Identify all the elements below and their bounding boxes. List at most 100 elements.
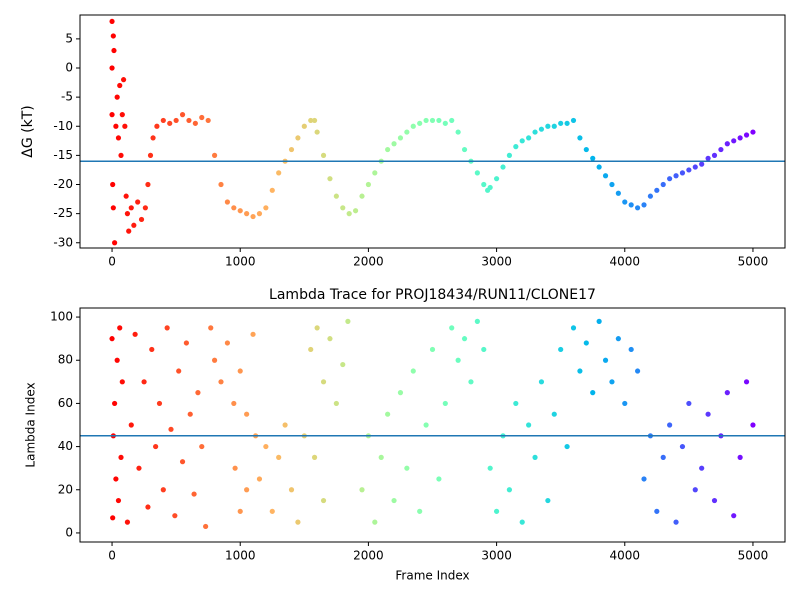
x-tick-label: 4000 <box>609 255 640 269</box>
point <box>385 411 391 417</box>
point <box>365 181 372 188</box>
point <box>113 476 119 482</box>
point <box>123 193 129 199</box>
point <box>558 120 564 126</box>
point <box>340 361 346 368</box>
point <box>417 508 423 514</box>
point <box>487 184 493 191</box>
point <box>750 129 756 135</box>
x-tick-label: 2000 <box>353 549 384 563</box>
point <box>493 508 500 514</box>
point <box>583 340 589 346</box>
point <box>602 173 609 179</box>
x-tick-label: 5000 <box>738 549 769 563</box>
point <box>126 228 132 234</box>
point <box>141 379 147 385</box>
point <box>410 123 416 129</box>
point <box>110 181 116 188</box>
point <box>192 120 198 126</box>
point <box>513 144 519 150</box>
point <box>372 519 378 525</box>
point <box>474 318 480 324</box>
point <box>519 138 525 144</box>
point <box>295 135 301 141</box>
point <box>142 205 148 211</box>
point <box>692 487 698 493</box>
point <box>622 199 628 205</box>
axes-frame <box>79 14 786 249</box>
x-tick-label: 1000 <box>225 255 256 269</box>
point <box>114 94 120 100</box>
y-tick-label: 100 <box>50 310 73 324</box>
y-tick-label: 20 <box>58 482 73 496</box>
point <box>131 222 137 228</box>
chart-title: Lambda Trace for PROJ18434/RUN11/CLONE17 <box>269 287 596 303</box>
point <box>244 487 250 493</box>
point <box>564 120 570 126</box>
point <box>654 508 660 514</box>
point <box>311 117 318 124</box>
point <box>111 47 117 54</box>
point <box>660 454 666 460</box>
point <box>513 400 519 407</box>
point <box>110 515 116 521</box>
point <box>673 519 679 525</box>
point <box>256 211 263 217</box>
point <box>372 170 378 176</box>
point <box>187 411 193 417</box>
point <box>468 379 474 385</box>
point <box>699 161 705 167</box>
point <box>481 346 487 353</box>
point <box>115 135 122 141</box>
point <box>718 146 724 153</box>
point <box>160 487 166 493</box>
point <box>244 411 250 417</box>
point <box>474 170 480 176</box>
point <box>320 379 327 385</box>
point <box>168 426 174 432</box>
point <box>311 454 318 460</box>
point <box>119 379 125 385</box>
point <box>455 129 461 135</box>
axes-frame <box>79 307 786 543</box>
point <box>397 135 404 141</box>
point <box>164 325 170 331</box>
point <box>149 346 155 353</box>
point <box>128 422 134 428</box>
point <box>545 123 551 129</box>
point <box>359 193 365 199</box>
point <box>117 82 123 89</box>
point <box>205 117 211 124</box>
point <box>282 422 288 428</box>
point <box>208 325 214 331</box>
point <box>195 390 201 396</box>
point <box>532 454 538 460</box>
point <box>487 465 493 471</box>
point <box>679 170 686 176</box>
point <box>276 170 282 176</box>
point <box>256 476 263 482</box>
y-axis-label: Lambda Index <box>24 382 38 467</box>
point <box>167 120 173 126</box>
point <box>673 173 679 179</box>
point <box>333 193 339 199</box>
point <box>634 368 641 374</box>
point <box>410 368 416 374</box>
point <box>308 117 314 124</box>
point <box>269 187 275 193</box>
point <box>545 497 551 504</box>
x-tick-label: 4000 <box>609 549 640 563</box>
point <box>641 476 647 482</box>
point <box>711 152 718 158</box>
point <box>147 152 154 158</box>
y-tick-label: 40 <box>58 439 73 453</box>
y-axis-label: ΔG (kT) <box>20 105 36 157</box>
point <box>191 491 197 497</box>
y-tick-label: 0 <box>65 525 73 539</box>
x-tick-label: 1000 <box>225 549 256 563</box>
point <box>120 77 127 83</box>
point <box>391 141 397 147</box>
point <box>154 123 160 129</box>
point <box>333 400 339 407</box>
point <box>577 368 583 374</box>
